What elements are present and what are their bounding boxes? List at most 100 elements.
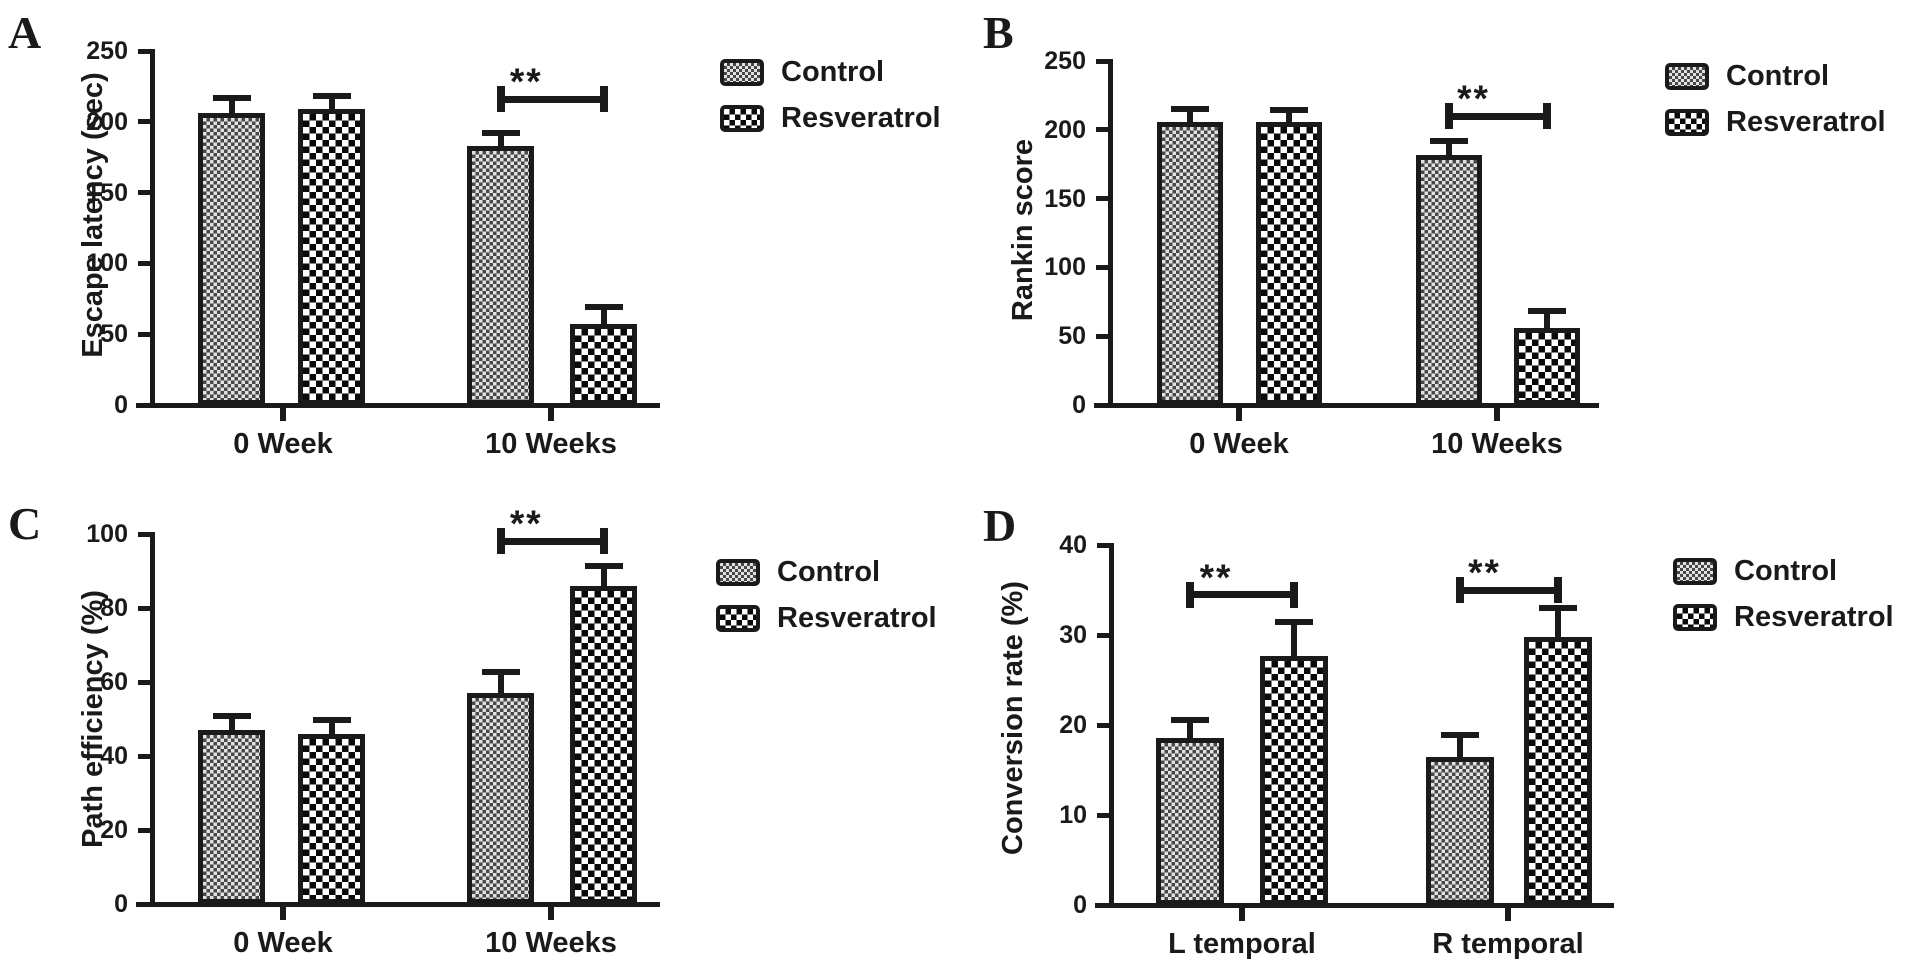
significance-label: ** (1468, 552, 1501, 593)
significance-cap (496, 86, 505, 113)
significance-label: ** (509, 503, 543, 545)
bar-control-1 (467, 693, 534, 904)
legend-row-control: Control (1673, 555, 1894, 588)
y-tick-mark (1096, 812, 1109, 818)
significance-cap (496, 528, 505, 555)
bar-control-1 (467, 145, 534, 405)
y-tick-label: 100 (86, 249, 128, 278)
error-bar-stem (600, 568, 607, 586)
resveratrol-pattern-swatch (716, 605, 760, 632)
bar-resveratrol-0 (1260, 655, 1328, 905)
y-tick-label: 0 (1072, 391, 1086, 419)
error-bar-cap (212, 713, 251, 719)
legend-label-resveratrol: Resveratrol (777, 602, 937, 634)
y-tick-label: 0 (114, 391, 128, 419)
legend-row-resveratrol: Resveratrol (1673, 601, 1894, 634)
y-axis-line (149, 531, 155, 907)
error-bar-stem (1544, 313, 1550, 328)
significance-label: ** (509, 61, 543, 103)
legend-row-control: Control (720, 56, 941, 89)
y-tick-label: 150 (86, 178, 128, 207)
legend-label-control: Control (1726, 60, 1830, 92)
legend-label-resveratrol: Resveratrol (781, 102, 941, 134)
bar-resveratrol-1 (1514, 327, 1580, 405)
y-tick-label: 20 (1059, 711, 1087, 739)
panel-c-legend: Control Resveratrol (716, 556, 937, 635)
panel-c-plot-area: 0 20 40 60 80 100 0 Week 10 Weeks ** (0, 481, 959, 963)
error-bar-cap (1275, 619, 1313, 626)
bar-resveratrol-1 (570, 324, 637, 405)
y-tick-label: 30 (1059, 621, 1087, 649)
error-bar-cap (584, 304, 623, 311)
y-tick-mark (1095, 333, 1108, 339)
y-tick-mark (137, 260, 150, 266)
legend-label-resveratrol: Resveratrol (1734, 601, 1894, 633)
error-bar-stem (1286, 112, 1292, 122)
error-bar-cap (1171, 717, 1209, 724)
control-pattern-swatch (1673, 558, 1717, 585)
y-tick-mark (1096, 542, 1109, 548)
significance-cap (1290, 581, 1298, 608)
y-tick-mark (137, 48, 150, 54)
y-tick-mark (1095, 58, 1108, 64)
error-bar-cap (1270, 107, 1308, 114)
legend-row-resveratrol: Resveratrol (720, 102, 941, 135)
error-bar-stem (328, 98, 335, 110)
panel-b-legend: Control Resveratrol (1665, 60, 1886, 139)
bar-resveratrol-1 (570, 585, 637, 904)
significance-cap (1186, 581, 1194, 608)
error-bar-stem (1457, 736, 1463, 758)
bar-control-1 (1426, 757, 1494, 905)
error-bar-stem (228, 99, 235, 114)
significance-cap (1456, 577, 1464, 603)
significance-line (1190, 591, 1294, 598)
x-category-label: 0 Week (233, 428, 333, 460)
panel-c-letter: C (8, 498, 42, 549)
x-category-label: 10 Weeks (1431, 428, 1563, 460)
legend-row-control: Control (1665, 60, 1886, 93)
bar-resveratrol-0 (1256, 121, 1322, 405)
significance-line (1460, 586, 1558, 594)
y-tick-mark (137, 679, 150, 685)
x-axis-line (1094, 402, 1599, 408)
y-axis-line (1108, 542, 1114, 908)
legend-row-resveratrol: Resveratrol (1665, 106, 1886, 139)
y-tick-mark (137, 190, 150, 196)
bar-control-1 (1416, 154, 1482, 405)
y-tick-mark (1095, 264, 1108, 270)
control-pattern-swatch (1665, 63, 1709, 90)
error-bar-cap (312, 716, 351, 723)
bar-resveratrol-0 (298, 109, 365, 405)
error-bar-cap (1441, 731, 1479, 738)
x-axis-line (136, 901, 660, 907)
error-bar-stem (497, 673, 504, 694)
y-tick-label: 80 (100, 594, 128, 622)
error-bar-stem (1446, 142, 1452, 155)
bar-control-0 (198, 730, 265, 904)
significance-cap (599, 528, 608, 555)
panel-d-legend: Control Resveratrol (1673, 555, 1894, 634)
error-bar-cap (1430, 137, 1468, 144)
error-bar-cap (584, 563, 623, 570)
x-axis-line (1095, 902, 1614, 908)
panel-a-plot-area: 0 50 100 150 200 250 0 Week 10 Weeks ** (0, 0, 959, 481)
x-category-label: L temporal (1168, 928, 1316, 960)
y-tick-label: 40 (100, 742, 128, 770)
resveratrol-pattern-swatch (1673, 604, 1717, 631)
y-tick-label: 40 (1059, 531, 1087, 559)
significance-cap (1554, 577, 1562, 603)
x-category-label: 10 Weeks (485, 428, 617, 460)
resveratrol-pattern-swatch (720, 105, 764, 132)
legend-label-control: Control (777, 556, 881, 588)
y-tick-label: 60 (100, 668, 128, 696)
panel-d: D Conversion rate (%) 0 10 20 30 40 L tempora… (959, 481, 1918, 963)
y-tick-mark (1096, 722, 1109, 728)
error-bar-stem (228, 718, 235, 731)
panel-c: C Path efficiency (%) 0 20 40 60 80 100 0 Week… (0, 481, 959, 963)
error-bar-stem (497, 134, 504, 146)
x-tick-mark (548, 906, 554, 920)
x-tick-mark (1505, 907, 1511, 921)
x-axis-line (136, 402, 660, 408)
significance-line (1449, 112, 1547, 120)
